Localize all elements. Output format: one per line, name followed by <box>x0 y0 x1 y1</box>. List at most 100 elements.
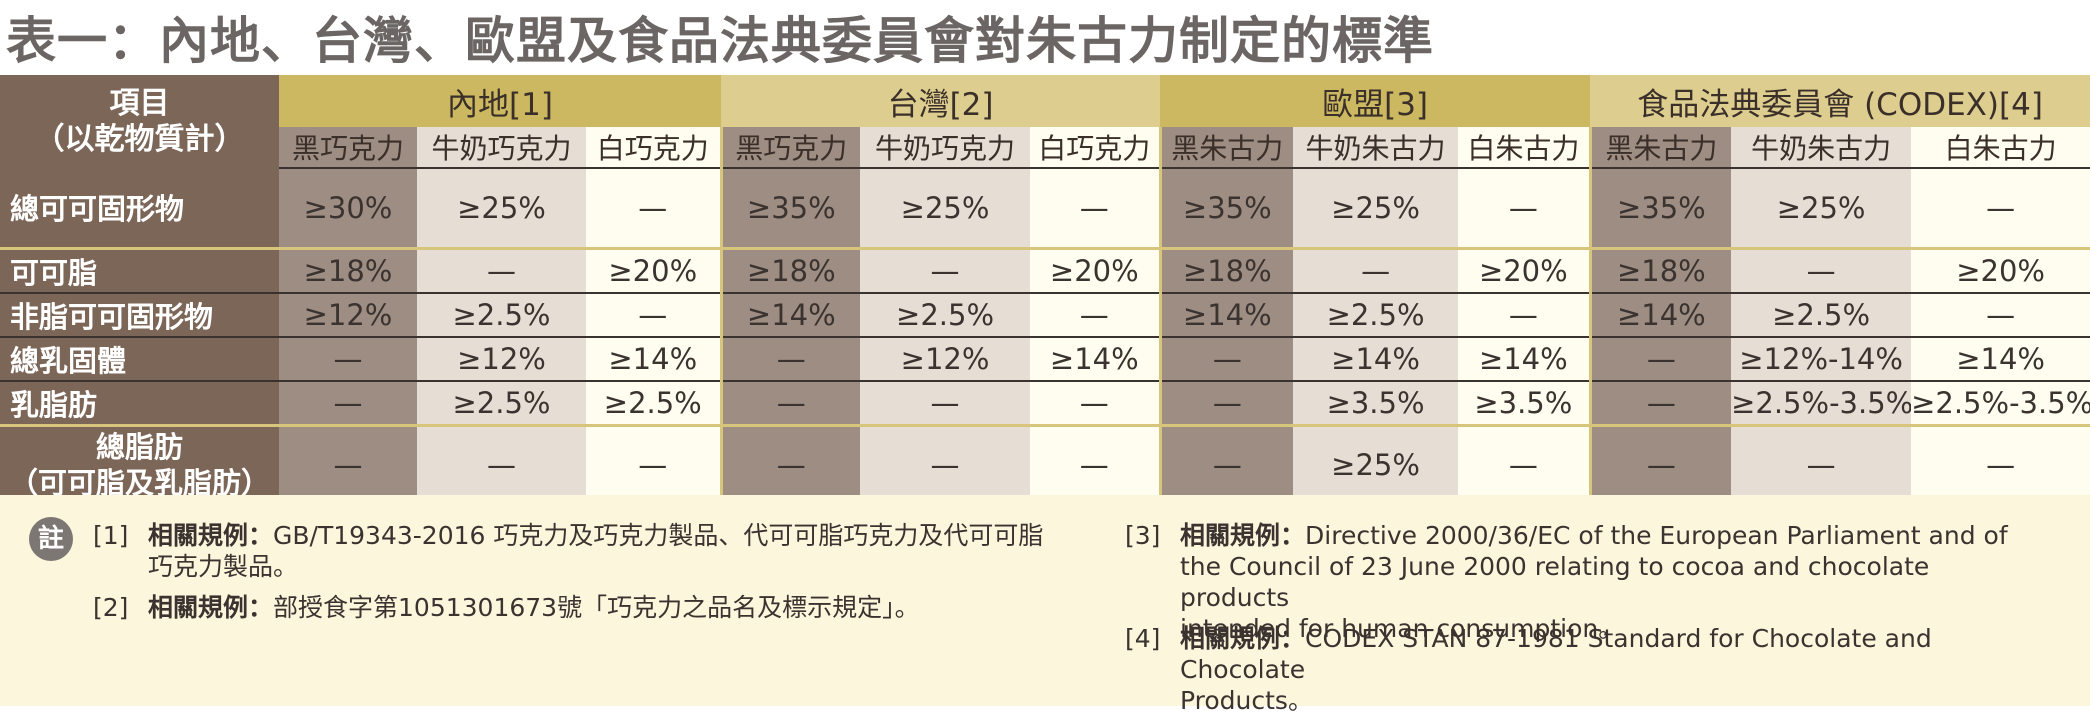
table-cell: ≥35% <box>1588 168 1732 250</box>
table-cell: — <box>586 425 722 503</box>
note-label: 相關規例： <box>1180 624 1306 653</box>
note-text-line1: 部授食字第1051301673號「巧克力之品名及標示規定」。 <box>273 593 920 622</box>
table-cell: ≥2.5% <box>417 292 586 338</box>
table-cell: ≥20% <box>1458 248 1591 294</box>
table-cell: — <box>279 380 417 427</box>
table-cell: — <box>1458 168 1591 250</box>
col-header: 牛奶朱古力 <box>1293 127 1459 169</box>
row-label-line2: （可可脂及乳脂肪） <box>8 465 270 500</box>
col-header: 黑巧克力 <box>719 127 861 169</box>
notes-badge: 註 <box>29 517 73 561</box>
row-label: 總乳固體 <box>0 336 279 382</box>
table-cell: ≥20% <box>1911 248 2090 294</box>
table-cell: ≥25% <box>860 168 1031 250</box>
note-label: 相關規例： <box>148 521 274 550</box>
table-cell: ≥2.5% <box>1731 292 1912 338</box>
table-cell: — <box>719 336 861 382</box>
table-cell: — <box>279 336 417 382</box>
table-cell: ≥12% <box>860 336 1031 382</box>
row-label: 可可脂 <box>0 248 279 294</box>
table-cell: — <box>1731 248 1912 294</box>
col-header: 黑朱古力 <box>1158 127 1294 169</box>
note-text-line2: the Council of 23 June 2000 relating to … <box>1180 552 1930 612</box>
table-cell: ≥2.5% <box>417 380 586 427</box>
col-header: 黑朱古力 <box>1588 127 1732 169</box>
table-cell: ≥3.5% <box>1458 380 1591 427</box>
col-header: 牛奶巧克力 <box>860 127 1031 169</box>
note-1: [1] 相關規例：GB/T19343-2016 巧克力及巧克力製品、代可可脂巧克… <box>93 520 1053 582</box>
col-header: 黑巧克力 <box>279 127 417 169</box>
table-cell: ≥14% <box>1911 336 2090 382</box>
table-cell: — <box>860 380 1031 427</box>
table-cell: ≥12% <box>279 292 417 338</box>
note-text-line2: Products。 <box>1180 686 1313 715</box>
table-cell: ≥12%-14% <box>1731 336 1912 382</box>
note-number: [3] <box>1125 521 1161 550</box>
table-cell: ≥14% <box>719 292 861 338</box>
table-row: 總脂肪 （可可脂及乳脂肪） — — — — — — — ≥25% — — — — <box>0 425 2090 503</box>
table-cell: — <box>860 248 1031 294</box>
table-cell: ≥2.5%-3.5% <box>1731 380 1912 427</box>
note-2: [2] 相關規例：部授食字第1051301673號「巧克力之品名及標示規定」。 <box>93 592 1053 623</box>
notes-section: 註 [1] 相關規例：GB/T19343-2016 巧克力及巧克力製品、代可可脂… <box>0 495 2090 715</box>
group-header-row: 項目 （以乾物質計） 內地[1] 台灣[2] 歐盟[3] 食品法典委員會 (CO… <box>0 75 2090 168</box>
note-3: [3] 相關規例：Directive 2000/36/EC of the Eur… <box>1125 520 2035 644</box>
table-cell: — <box>1030 380 1161 427</box>
table-cell: — <box>1293 248 1459 294</box>
table-cell: ≥35% <box>1158 168 1294 250</box>
table-cell: ≥30% <box>279 168 417 250</box>
note-text-line2: 巧克力製品。 <box>148 552 299 581</box>
row-label: 總可可固形物 <box>0 168 279 250</box>
table-cell: ≥18% <box>279 248 417 294</box>
table-cell: — <box>417 248 586 294</box>
table-cell: — <box>1588 380 1732 427</box>
col-header: 牛奶朱古力 <box>1731 127 1912 169</box>
col-header: 白朱古力 <box>1911 127 2090 169</box>
table-cell: ≥2.5% <box>1293 292 1459 338</box>
table-cell: — <box>1030 292 1161 338</box>
table-cell: ≥2.5%-3.5% <box>1911 380 2090 427</box>
note-number: [4] <box>1125 624 1161 653</box>
note-text-line1: Directive 2000/36/EC of the European Par… <box>1305 521 2008 550</box>
table-cell: — <box>279 425 417 503</box>
table-cell: — <box>719 425 861 503</box>
table-cell: — <box>586 168 722 250</box>
table-cell: ≥14% <box>1293 336 1459 382</box>
page-title: 表一：內地、台灣、歐盟及食品法典委員會對朱古力制定的標準 <box>6 12 1434 70</box>
item-header-line2: （以乾物質計） <box>34 121 245 157</box>
table-cell: ≥2.5% <box>860 292 1031 338</box>
subheader-row: 黑巧克力 牛奶巧克力 白巧克力 黑巧克力 牛奶巧克力 白巧克力 黑朱古力 牛奶朱… <box>0 127 2090 169</box>
table-cell: — <box>1158 380 1294 427</box>
table-cell: ≥12% <box>417 336 586 382</box>
col-header: 牛奶巧克力 <box>417 127 586 169</box>
group-header-eu: 歐盟[3] <box>1160 75 1591 127</box>
note-label: 相關規例： <box>1180 521 1306 550</box>
note-4: [4] 相關規例：CODEX STAN 87-1981 Standard for… <box>1125 623 2035 716</box>
table-cell: ≥14% <box>586 336 722 382</box>
col-header: 白朱古力 <box>1458 127 1591 169</box>
table-cell: — <box>1911 168 2090 250</box>
table-cell: ≥35% <box>719 168 861 250</box>
row-label: 總脂肪 （可可脂及乳脂肪） <box>0 425 279 503</box>
table-cell: — <box>1588 336 1732 382</box>
table-cell: — <box>1458 425 1591 503</box>
table-cell: ≥25% <box>1293 168 1459 250</box>
table-cell: — <box>860 425 1031 503</box>
table-cell: — <box>1911 425 2090 503</box>
table-row: 總乳固體 — ≥12% ≥14% — ≥12% ≥14% — ≥14% ≥14%… <box>0 336 2090 382</box>
table-cell: — <box>1158 425 1294 503</box>
table-row: 總可可固形物 ≥30% ≥25% — ≥35% ≥25% — ≥35% ≥25%… <box>0 168 2090 250</box>
table-cell: — <box>1030 425 1161 503</box>
table-cell: ≥18% <box>1158 248 1294 294</box>
table-cell: — <box>1731 425 1912 503</box>
note-number: [1] <box>93 521 129 550</box>
table-cell: ≥14% <box>1458 336 1591 382</box>
table-cell: — <box>1158 336 1294 382</box>
table-cell: ≥2.5% <box>586 380 722 427</box>
table-cell: ≥25% <box>1731 168 1912 250</box>
item-header-line1: 項目 <box>109 85 170 121</box>
group-header-taiwan: 台灣[2] <box>721 75 1161 127</box>
note-label: 相關規例： <box>148 593 274 622</box>
group-header-codex: 食品法典委員會 (CODEX)[4] <box>1590 75 2090 127</box>
group-header-mainland: 內地[1] <box>279 75 722 127</box>
